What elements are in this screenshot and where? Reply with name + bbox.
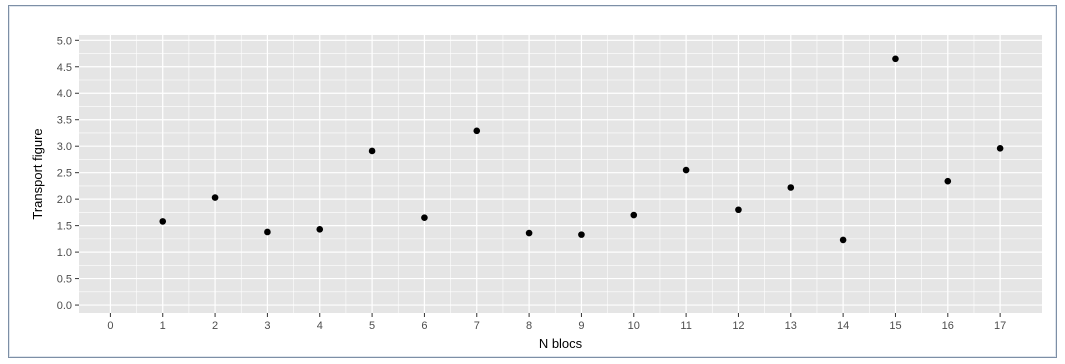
y-tick-label: 2.5 [57, 168, 72, 180]
x-tick-label: 10 [628, 320, 640, 332]
x-tick-label: 16 [942, 320, 954, 332]
data-point [368, 147, 376, 155]
x-tick-label: 14 [837, 320, 849, 332]
x-tick-label: 7 [474, 320, 480, 332]
y-tick-label: 3.0 [57, 141, 72, 153]
y-tick-label: 5.0 [57, 35, 72, 47]
y-tick-label: 1.0 [57, 247, 72, 259]
x-tick-label: 9 [578, 320, 584, 332]
x-tick-label: 13 [785, 320, 797, 332]
y-tick-label: 4.5 [57, 62, 72, 74]
data-point [473, 127, 481, 135]
data-point [839, 236, 847, 244]
x-tick-label: 12 [732, 320, 744, 332]
data-point [159, 218, 167, 225]
x-tick-label: 17 [994, 320, 1006, 332]
x-tick-label: 15 [889, 320, 901, 332]
y-tick-label: 1.5 [57, 221, 72, 233]
x-tick-label: 1 [160, 320, 166, 332]
data-point [525, 229, 533, 237]
y-tick-label: 0.5 [57, 274, 72, 286]
data-point [421, 214, 428, 221]
data-point [787, 184, 795, 191]
x-tick-label: 2 [212, 320, 218, 332]
y-axis-title: Transport figure [30, 128, 45, 219]
y-tick-label: 3.5 [57, 115, 72, 127]
data-points [159, 55, 1004, 244]
y-axis: 0.0 0.5 1.0 1.5 2.0 2.5 3.0 3.5 4.0 4.5 5.0 [57, 35, 79, 312]
x-axis: 0 1 2 3 4 5 6 7 8 9 10 11 12 13 14 15 16 17 [107, 313, 1006, 332]
data-point [630, 211, 638, 219]
x-tick-label: 8 [526, 320, 532, 332]
x-tick-label: 5 [369, 320, 375, 332]
data-point [316, 226, 324, 233]
data-point [682, 166, 690, 174]
data-point [996, 145, 1004, 152]
plot-panel [79, 35, 1042, 313]
y-tick-label: 0.0 [57, 300, 72, 312]
data-point [578, 231, 585, 238]
data-point [211, 194, 219, 201]
x-tick-label: 3 [264, 320, 270, 332]
y-tick-label: 4.0 [57, 88, 72, 100]
data-point [892, 55, 899, 63]
grid-lines [79, 35, 1042, 313]
y-tick-label: 2.0 [57, 194, 72, 206]
x-tick-label: 0 [107, 320, 113, 332]
x-axis-title: N blocs [539, 336, 583, 351]
x-tick-label: 11 [680, 320, 691, 332]
data-point [264, 228, 271, 236]
x-tick-label: 4 [317, 320, 323, 332]
x-tick-label: 6 [421, 320, 427, 332]
data-point [944, 177, 952, 185]
data-point [735, 206, 742, 214]
